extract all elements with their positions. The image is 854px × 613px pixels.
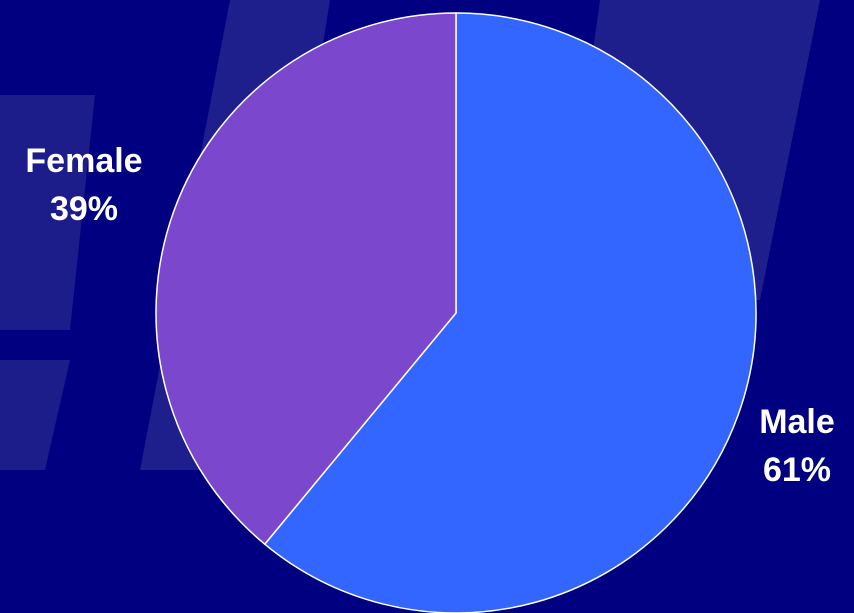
- slice-percent-female: 39%: [49, 190, 119, 228]
- slice-label-female: Female 39%: [4, 137, 164, 233]
- pie-slice-male: [263, 12, 757, 613]
- slice-label-male: Male 61%: [742, 398, 852, 494]
- pie-slice-female: [155, 12, 457, 546]
- slice-percent-male: 61%: [762, 451, 832, 489]
- slice-name-male: Male: [759, 403, 835, 441]
- slice-name-female: Female: [25, 142, 143, 180]
